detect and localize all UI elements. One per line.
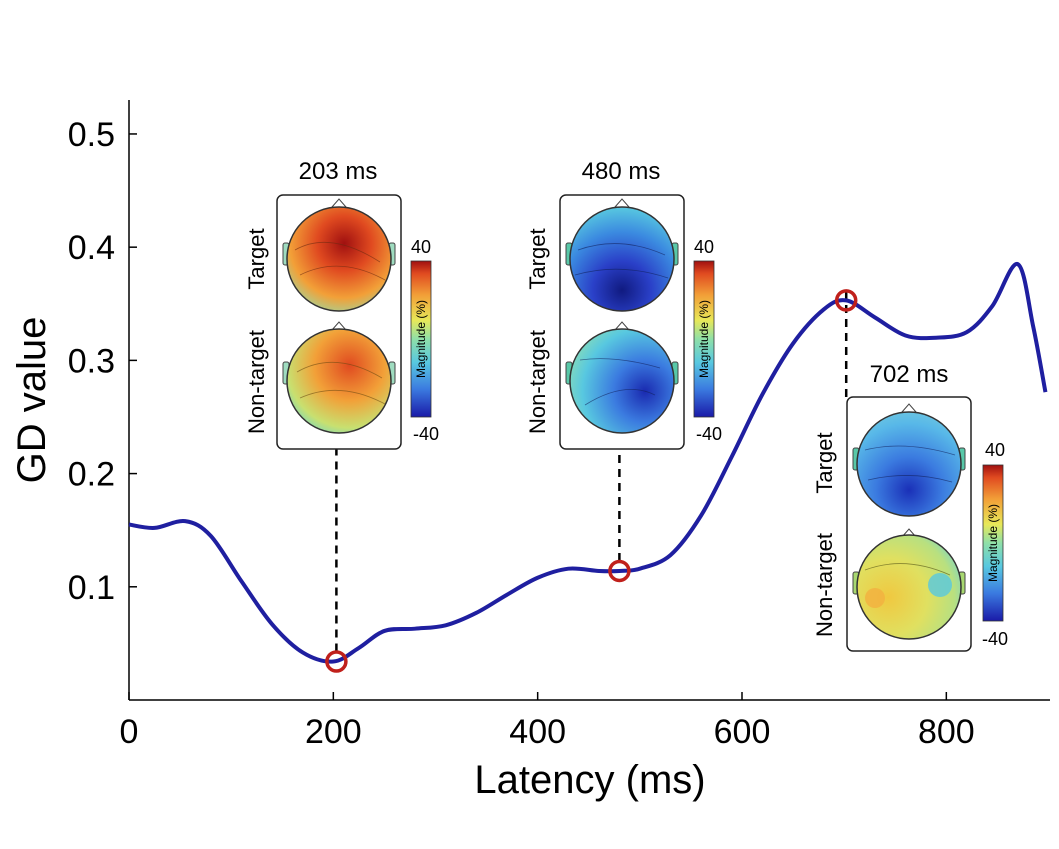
x-tick-label: 600 [714,713,771,751]
y-axis-label: GD value [10,317,54,484]
highlight-marker [325,650,348,673]
x-axis-label: Latency (ms) [474,758,705,802]
nontarget-condition-label: Non-target [244,330,269,434]
highlight-marker [834,289,858,312]
y-tick-label: 0.4 [68,229,115,267]
target-head-map [852,403,966,517]
x-tick-label: 400 [509,713,566,751]
colorbar-min-label: -40 [696,424,722,444]
topomap-panel-480ms: 480 ms Target Non-target 40 Magnitude (%… [525,158,722,450]
topomap-panel-702ms: 702 ms Target Non-target 40 Magnitude (%… [812,361,1008,652]
gd-series-line [128,262,1048,664]
colorbar-title: Magnitude (%) [986,504,1000,582]
x-tick-label: 200 [305,713,362,751]
colorbar-max-label: 40 [694,237,714,257]
y-tick-label: 0.1 [68,569,115,607]
colorbar-max-label: 40 [411,237,431,257]
target-head-map [565,198,679,312]
colorbar-max-label: 40 [985,440,1005,460]
highlighted-markers [325,289,858,673]
topomap-latency-label: 203 ms [299,158,378,185]
target-condition-label: Target [244,228,269,289]
topomap-latency-label: 480 ms [582,158,661,185]
x-tick-label: 0 [120,713,139,751]
nontarget-condition-label: Non-target [812,533,837,637]
x-tick-label: 800 [918,713,975,751]
nontarget-head-map [565,321,679,434]
y-ticks: 0.1 0.2 0.3 0.4 0.5 [68,116,137,607]
colorbar-min-label: -40 [982,629,1008,649]
nontarget-head-map [852,528,966,640]
highlight-marker [608,559,631,583]
topomap-latency-label: 702 ms [870,361,949,388]
nontarget-condition-label: Non-target [525,330,550,434]
colorbar-title: Magnitude (%) [414,300,428,378]
target-head-map [282,198,396,312]
target-condition-label: Target [812,432,837,493]
colorbar [693,260,715,418]
y-tick-label: 0.5 [68,116,115,154]
y-tick-label: 0.2 [68,456,115,494]
colorbar-title: Magnitude (%) [697,300,711,378]
y-tick-label: 0.3 [68,342,115,380]
topomap-panel-203ms: 203 ms Target Non-target 40 Magnitude (%… [244,158,439,450]
nontarget-head-map [282,321,396,434]
colorbar [410,260,432,418]
colorbar [982,464,1004,622]
x-ticks: 0 200 400 600 800 [120,692,975,751]
target-condition-label: Target [525,228,550,289]
colorbar-min-label: -40 [413,424,439,444]
